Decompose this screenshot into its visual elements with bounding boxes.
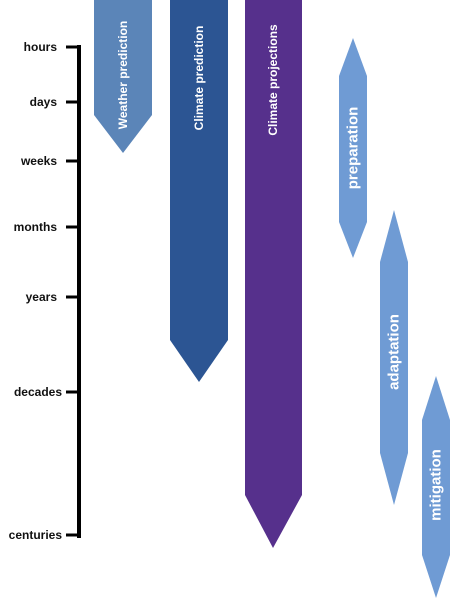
arrow-shape-adaptation [380, 210, 408, 505]
arrow-preparation: preparation [339, 38, 367, 258]
band-label-climate-projections: Climate projections [266, 24, 280, 136]
tick-label-weeks: weeks [20, 154, 57, 168]
tick-label-decades: decades [14, 385, 62, 399]
tick-label-hours: hours [24, 40, 58, 54]
tick-label-years: years [26, 290, 58, 304]
band-shape-weather [94, 0, 152, 153]
arrow-label-adaptation: adaptation [386, 314, 403, 390]
arrow-shape-preparation [339, 38, 367, 258]
band-climate-projections: Climate projections [245, 0, 302, 548]
tick-label-centuries: centuries [9, 528, 63, 542]
prediction-bands: Weather prediction Climate prediction Cl… [94, 0, 302, 548]
tick-label-days: days [30, 95, 58, 109]
band-shape-climate-projections [245, 0, 302, 548]
timescale-axis: hours days weeks months years decades ce… [9, 40, 81, 542]
arrow-shape-mitigation [422, 376, 450, 598]
band-label-climate-prediction: Climate prediction [192, 26, 206, 131]
band-climate-prediction: Climate prediction [170, 0, 228, 382]
arrow-label-mitigation: mitigation [428, 449, 445, 521]
band-shape-climate-prediction [170, 0, 228, 382]
tick-label-months: months [14, 220, 58, 234]
arrow-adaptation: adaptation [380, 210, 408, 505]
response-arrows: preparation adaptation mitigation [339, 38, 450, 598]
band-weather-prediction: Weather prediction [94, 0, 152, 153]
band-label-weather: Weather prediction [116, 21, 130, 129]
arrow-mitigation: mitigation [422, 376, 450, 598]
arrow-label-preparation: preparation [345, 107, 362, 190]
